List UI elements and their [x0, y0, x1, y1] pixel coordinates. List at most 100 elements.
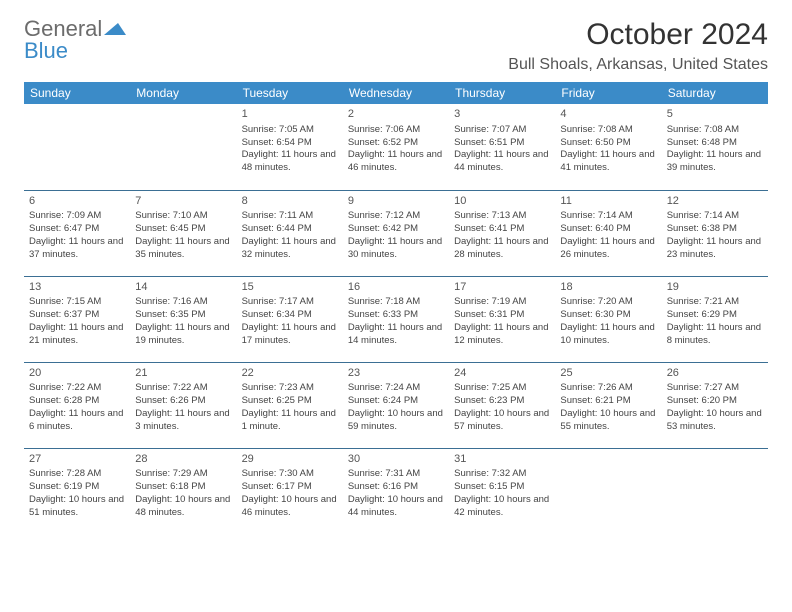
daylight-line: Daylight: 11 hours and 32 minutes.	[242, 236, 338, 262]
sunset-line: Sunset: 6:42 PM	[348, 223, 444, 236]
month-title: October 2024	[508, 18, 768, 52]
title-block: October 2024 Bull Shoals, Arkansas, Unit…	[508, 18, 768, 74]
day-number: 21	[135, 366, 231, 381]
day-number: 8	[242, 194, 338, 209]
day-number: 14	[135, 280, 231, 295]
calendar-day-cell: 5Sunrise: 7:08 AMSunset: 6:48 PMDaylight…	[662, 104, 768, 190]
header: General Blue October 2024 Bull Shoals, A…	[24, 18, 768, 74]
calendar-day-cell: 1Sunrise: 7:05 AMSunset: 6:54 PMDaylight…	[237, 104, 343, 190]
daylight-line: Daylight: 11 hours and 17 minutes.	[242, 322, 338, 348]
sunrise-line: Sunrise: 7:14 AM	[667, 210, 763, 223]
calendar-day-cell: 28Sunrise: 7:29 AMSunset: 6:18 PMDayligh…	[130, 448, 236, 534]
sunset-line: Sunset: 6:38 PM	[667, 223, 763, 236]
daylight-line: Daylight: 10 hours and 46 minutes.	[242, 494, 338, 520]
day-number: 13	[29, 280, 125, 295]
calendar-day-cell: 17Sunrise: 7:19 AMSunset: 6:31 PMDayligh…	[449, 276, 555, 362]
daylight-line: Daylight: 11 hours and 44 minutes.	[454, 149, 550, 175]
weekday-header: Monday	[130, 82, 236, 104]
sunrise-line: Sunrise: 7:32 AM	[454, 468, 550, 481]
sunrise-line: Sunrise: 7:05 AM	[242, 124, 338, 137]
day-number: 1	[242, 107, 338, 122]
sunset-line: Sunset: 6:52 PM	[348, 137, 444, 150]
calendar-week-row: 6Sunrise: 7:09 AMSunset: 6:47 PMDaylight…	[24, 190, 768, 276]
calendar-day-cell: 4Sunrise: 7:08 AMSunset: 6:50 PMDaylight…	[555, 104, 661, 190]
sunset-line: Sunset: 6:34 PM	[242, 309, 338, 322]
daylight-line: Daylight: 10 hours and 53 minutes.	[667, 408, 763, 434]
daylight-line: Daylight: 10 hours and 48 minutes.	[135, 494, 231, 520]
day-number: 23	[348, 366, 444, 381]
sunrise-line: Sunrise: 7:24 AM	[348, 382, 444, 395]
daylight-line: Daylight: 11 hours and 1 minute.	[242, 408, 338, 434]
sunrise-line: Sunrise: 7:26 AM	[560, 382, 656, 395]
sunset-line: Sunset: 6:47 PM	[29, 223, 125, 236]
day-number: 12	[667, 194, 763, 209]
day-number: 25	[560, 366, 656, 381]
sunset-line: Sunset: 6:44 PM	[242, 223, 338, 236]
sunrise-line: Sunrise: 7:23 AM	[242, 382, 338, 395]
sunrise-line: Sunrise: 7:22 AM	[135, 382, 231, 395]
calendar-day-cell: 22Sunrise: 7:23 AMSunset: 6:25 PMDayligh…	[237, 362, 343, 448]
daylight-line: Daylight: 11 hours and 35 minutes.	[135, 236, 231, 262]
weekday-header: Thursday	[449, 82, 555, 104]
daylight-line: Daylight: 11 hours and 28 minutes.	[454, 236, 550, 262]
calendar-day-cell: 7Sunrise: 7:10 AMSunset: 6:45 PMDaylight…	[130, 190, 236, 276]
calendar-day-cell: 6Sunrise: 7:09 AMSunset: 6:47 PMDaylight…	[24, 190, 130, 276]
sunset-line: Sunset: 6:15 PM	[454, 481, 550, 494]
daylight-line: Daylight: 11 hours and 39 minutes.	[667, 149, 763, 175]
daylight-line: Daylight: 11 hours and 30 minutes.	[348, 236, 444, 262]
day-number: 16	[348, 280, 444, 295]
sunrise-line: Sunrise: 7:16 AM	[135, 296, 231, 309]
daylight-line: Daylight: 11 hours and 14 minutes.	[348, 322, 444, 348]
daylight-line: Daylight: 11 hours and 26 minutes.	[560, 236, 656, 262]
weekday-header: Friday	[555, 82, 661, 104]
day-number: 31	[454, 452, 550, 467]
day-number: 6	[29, 194, 125, 209]
calendar-week-row: 20Sunrise: 7:22 AMSunset: 6:28 PMDayligh…	[24, 362, 768, 448]
day-number: 15	[242, 280, 338, 295]
calendar-day-cell: 27Sunrise: 7:28 AMSunset: 6:19 PMDayligh…	[24, 448, 130, 534]
calendar-day-cell: 21Sunrise: 7:22 AMSunset: 6:26 PMDayligh…	[130, 362, 236, 448]
sunrise-line: Sunrise: 7:15 AM	[29, 296, 125, 309]
daylight-line: Daylight: 11 hours and 19 minutes.	[135, 322, 231, 348]
daylight-line: Daylight: 11 hours and 10 minutes.	[560, 322, 656, 348]
calendar-day-cell: 23Sunrise: 7:24 AMSunset: 6:24 PMDayligh…	[343, 362, 449, 448]
sunset-line: Sunset: 6:29 PM	[667, 309, 763, 322]
sunset-line: Sunset: 6:23 PM	[454, 395, 550, 408]
calendar-day-cell: 13Sunrise: 7:15 AMSunset: 6:37 PMDayligh…	[24, 276, 130, 362]
sunset-line: Sunset: 6:25 PM	[242, 395, 338, 408]
day-number: 7	[135, 194, 231, 209]
sunrise-line: Sunrise: 7:13 AM	[454, 210, 550, 223]
calendar-day-cell	[24, 104, 130, 190]
calendar-week-row: 1Sunrise: 7:05 AMSunset: 6:54 PMDaylight…	[24, 104, 768, 190]
sunset-line: Sunset: 6:20 PM	[667, 395, 763, 408]
sunrise-line: Sunrise: 7:28 AM	[29, 468, 125, 481]
location-subtitle: Bull Shoals, Arkansas, United States	[508, 56, 768, 74]
day-number: 18	[560, 280, 656, 295]
weekday-header: Saturday	[662, 82, 768, 104]
day-number: 27	[29, 452, 125, 467]
sunset-line: Sunset: 6:24 PM	[348, 395, 444, 408]
daylight-line: Daylight: 10 hours and 51 minutes.	[29, 494, 125, 520]
sunrise-line: Sunrise: 7:27 AM	[667, 382, 763, 395]
sunrise-line: Sunrise: 7:08 AM	[667, 124, 763, 137]
calendar-day-cell: 2Sunrise: 7:06 AMSunset: 6:52 PMDaylight…	[343, 104, 449, 190]
calendar-day-cell	[662, 448, 768, 534]
day-number: 4	[560, 107, 656, 122]
sunset-line: Sunset: 6:31 PM	[454, 309, 550, 322]
sunset-line: Sunset: 6:26 PM	[135, 395, 231, 408]
sunrise-line: Sunrise: 7:31 AM	[348, 468, 444, 481]
calendar-day-cell: 31Sunrise: 7:32 AMSunset: 6:15 PMDayligh…	[449, 448, 555, 534]
calendar-day-cell: 10Sunrise: 7:13 AMSunset: 6:41 PMDayligh…	[449, 190, 555, 276]
calendar-day-cell: 19Sunrise: 7:21 AMSunset: 6:29 PMDayligh…	[662, 276, 768, 362]
calendar-day-cell: 24Sunrise: 7:25 AMSunset: 6:23 PMDayligh…	[449, 362, 555, 448]
daylight-line: Daylight: 11 hours and 41 minutes.	[560, 149, 656, 175]
sunset-line: Sunset: 6:41 PM	[454, 223, 550, 236]
daylight-line: Daylight: 10 hours and 57 minutes.	[454, 408, 550, 434]
logo-triangle-icon	[104, 21, 126, 37]
calendar-day-cell: 9Sunrise: 7:12 AMSunset: 6:42 PMDaylight…	[343, 190, 449, 276]
sunset-line: Sunset: 6:33 PM	[348, 309, 444, 322]
sunrise-line: Sunrise: 7:29 AM	[135, 468, 231, 481]
calendar-day-cell: 12Sunrise: 7:14 AMSunset: 6:38 PMDayligh…	[662, 190, 768, 276]
daylight-line: Daylight: 11 hours and 21 minutes.	[29, 322, 125, 348]
daylight-line: Daylight: 10 hours and 59 minutes.	[348, 408, 444, 434]
